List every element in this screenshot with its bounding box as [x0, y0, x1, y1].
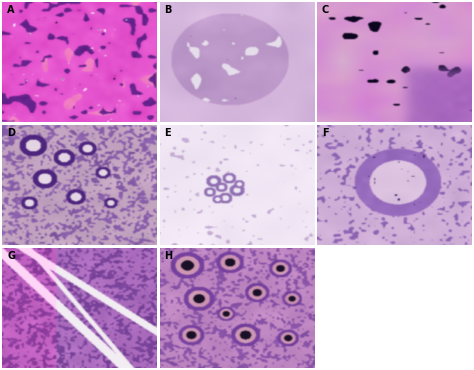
Text: A: A — [7, 6, 15, 16]
Text: H: H — [164, 251, 173, 261]
Text: B: B — [164, 6, 172, 16]
Text: C: C — [322, 6, 329, 16]
Text: E: E — [164, 128, 171, 138]
Text: F: F — [322, 128, 328, 138]
Text: G: G — [7, 251, 15, 261]
Text: D: D — [7, 128, 15, 138]
